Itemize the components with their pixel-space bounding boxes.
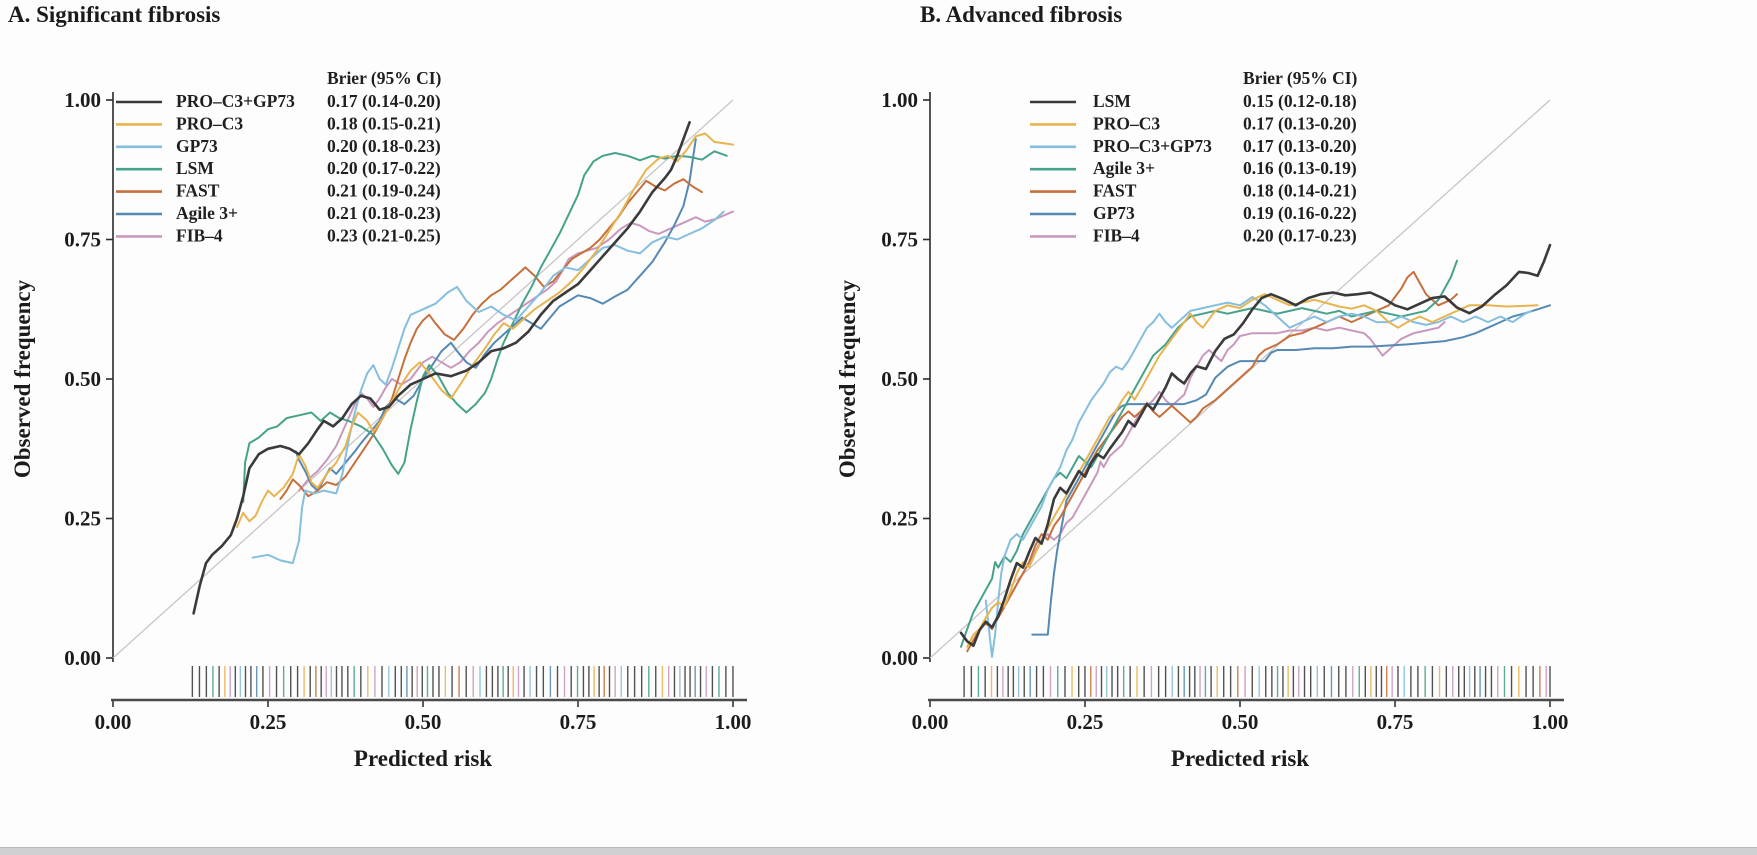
series-line-lsm <box>959 243 1552 648</box>
legend-label-fast: FAST <box>176 181 220 201</box>
series-line-pro-c3 <box>236 132 734 528</box>
legend-brier-lsm: 0.20 (0.17-0.22) <box>327 158 441 178</box>
legend-brier-pro-c3-gp73: 0.17 (0.14-0.20) <box>327 91 441 111</box>
legend-brier-fib-4: 0.23 (0.21-0.25) <box>327 225 441 245</box>
rug-marks <box>963 666 1551 697</box>
series-line-fib-4 <box>991 321 1446 630</box>
rug-marks <box>191 666 734 697</box>
y-tick-label: 0.50 <box>881 367 918 391</box>
video-progress-strip <box>0 847 1757 855</box>
y-tick-label: 0.00 <box>881 646 918 670</box>
panel-a-title: A. Significant fibrosis <box>8 2 221 27</box>
panel-b-calibration-plot: 0.00 0.25 0.50 0.75 1.00 Observed frequency 0.… <box>835 68 1569 771</box>
y-tick-label: 0.75 <box>64 228 101 252</box>
legend-label-lsm: LSM <box>1093 91 1131 111</box>
x-tick-label: 0.25 <box>1067 710 1104 734</box>
x-tick-label: 1.00 <box>715 710 752 734</box>
series-line-agile-3 <box>294 138 697 492</box>
series-line-pro-c3 <box>966 293 1539 648</box>
legend-brier-pro-c3-gp73: 0.17 (0.13-0.20) <box>1243 136 1357 156</box>
legend-brier-pro-c3: 0.17 (0.13-0.20) <box>1243 113 1357 133</box>
series-line-lsm <box>242 150 728 503</box>
legend-label-pro-c3: PRO–C3 <box>176 113 243 133</box>
series-line-pro-c3-gp73 <box>984 296 1533 658</box>
legend-label-fib-4: FIB–4 <box>176 225 223 245</box>
legend-brier-fast: 0.21 (0.19-0.24) <box>327 181 441 201</box>
series-line-gp73 <box>1031 304 1551 636</box>
legend-label-lsm: LSM <box>176 158 214 178</box>
legend-label-gp73: GP73 <box>176 136 218 156</box>
legend-brier-lsm: 0.15 (0.12-0.18) <box>1243 91 1357 111</box>
x-axis-label: Predicted risk <box>354 746 492 771</box>
legend-label-pro-c3-gp73: PRO–C3+GP73 <box>176 91 295 111</box>
x-tick-label: 0.25 <box>250 710 287 734</box>
y-tick-label: 0.75 <box>881 228 918 252</box>
legend-label-fast: FAST <box>1093 181 1137 201</box>
legend-brier-agile-3: 0.16 (0.13-0.19) <box>1243 158 1357 178</box>
y-tick-label: 0.00 <box>64 646 101 670</box>
legend-brier-fast: 0.18 (0.14-0.21) <box>1243 181 1357 201</box>
y-axis-label: Observed frequency <box>835 279 860 478</box>
panel-b-title: B. Advanced fibrosis <box>920 2 1123 27</box>
x-tick-label: 0.50 <box>405 710 442 734</box>
legend: Brier (95% CI) PRO–C3+GP73 0.17 (0.14-0.20… <box>116 68 442 245</box>
legend-label-agile-3: Agile 3+ <box>176 203 238 223</box>
legend-brier-agile-3: 0.21 (0.18-0.23) <box>327 203 441 223</box>
legend-label-pro-c3: PRO–C3 <box>1093 113 1160 133</box>
x-tick-label: 0.00 <box>912 710 949 734</box>
x-tick-label: 0.50 <box>1222 710 1259 734</box>
series-line-fast <box>966 270 1458 653</box>
y-axis-label: Observed frequency <box>10 279 35 478</box>
y-tick-label: 1.00 <box>64 88 101 112</box>
y-tick-label: 0.50 <box>64 367 101 391</box>
legend-brier-fib-4: 0.20 (0.17-0.23) <box>1243 225 1357 245</box>
x-tick-label: 0.75 <box>560 710 597 734</box>
legend-brier-gp73: 0.19 (0.16-0.22) <box>1243 203 1357 223</box>
y-tick-label: 0.25 <box>881 507 918 531</box>
legend: Brier (95% CI) LSM 0.15 (0.12-0.18) PRO–C3 0… <box>1030 68 1358 245</box>
x-tick-label: 1.00 <box>1532 710 1569 734</box>
legend-brier-gp73: 0.20 (0.18-0.23) <box>327 136 441 156</box>
legend-header-brier: Brier (95% CI) <box>327 68 442 88</box>
x-tick-label: 0.75 <box>1377 710 1414 734</box>
y-tick-label: 1.00 <box>881 88 918 112</box>
legend-label-fib-4: FIB–4 <box>1093 225 1140 245</box>
x-axis-label: Predicted risk <box>1171 746 1309 771</box>
legend-brier-pro-c3: 0.18 (0.15-0.21) <box>327 113 441 133</box>
panel-a-calibration-plot: 0.00 0.25 0.50 0.75 1.00 Observed frequency 0.… <box>10 68 752 771</box>
legend-label-pro-c3-gp73: PRO–C3+GP73 <box>1093 136 1212 156</box>
legend-header-brier: Brier (95% CI) <box>1243 68 1358 88</box>
x-tick-label: 0.00 <box>95 710 132 734</box>
legend-label-agile-3: Agile 3+ <box>1093 158 1155 178</box>
series-line-fast <box>279 178 703 500</box>
legend-label-gp73: GP73 <box>1093 203 1135 223</box>
series-line-gp73 <box>251 210 725 565</box>
series-line-pro-c3-gp73 <box>192 121 691 615</box>
y-tick-label: 0.25 <box>64 507 101 531</box>
